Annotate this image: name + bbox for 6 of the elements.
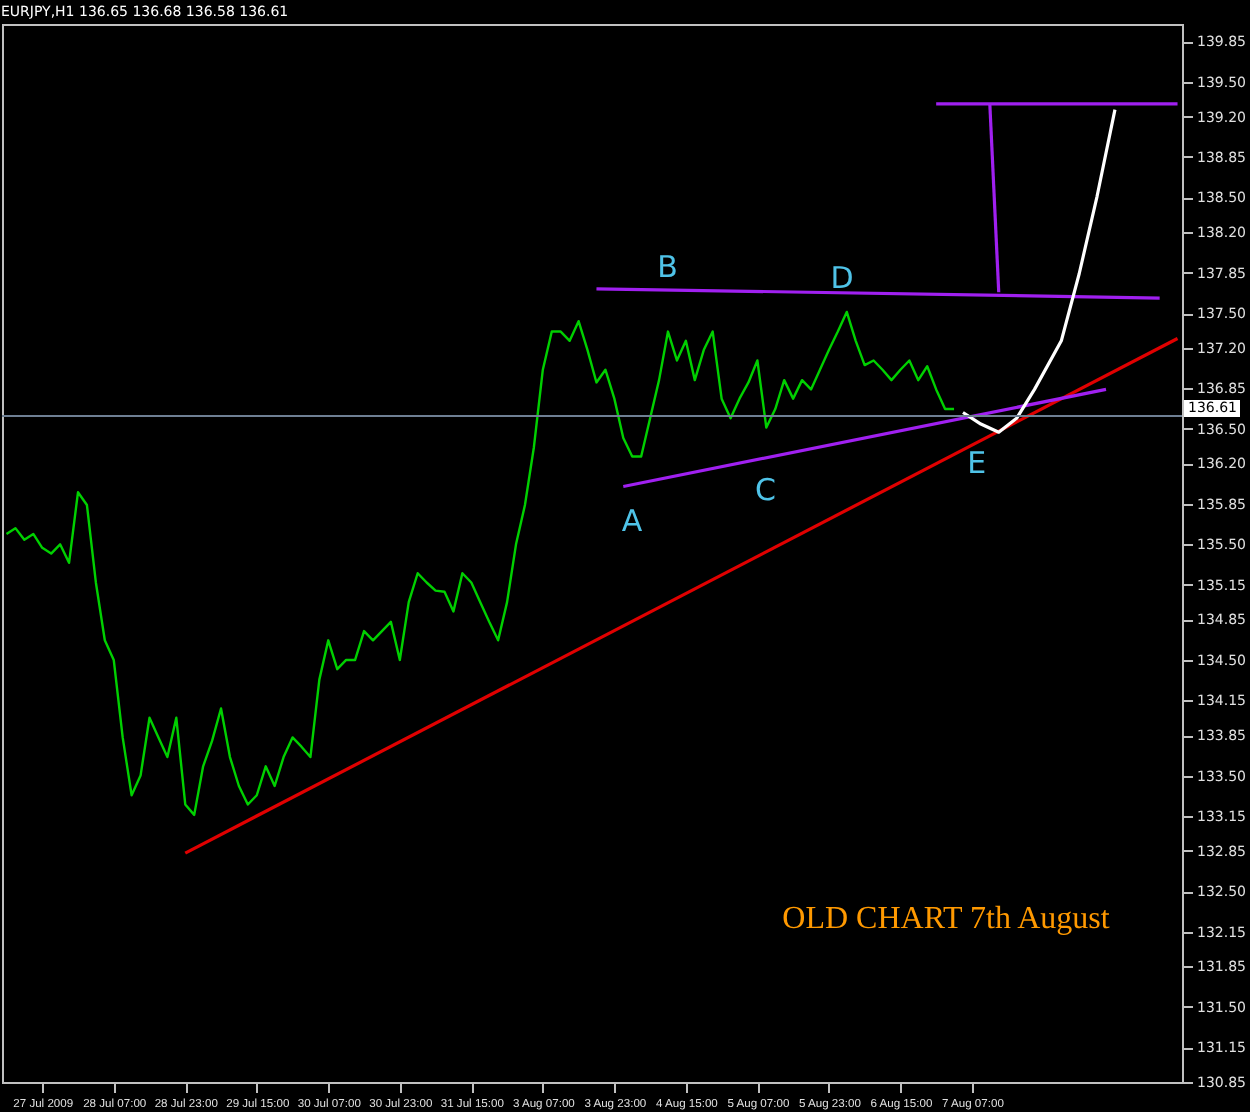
annotation: D bbox=[830, 259, 854, 296]
annotation: E bbox=[967, 445, 987, 482]
annotation: B bbox=[657, 249, 678, 286]
annotation: C bbox=[754, 471, 776, 508]
annotation: A bbox=[621, 503, 644, 540]
annotation: OLD CHART 7th August bbox=[782, 902, 1111, 937]
